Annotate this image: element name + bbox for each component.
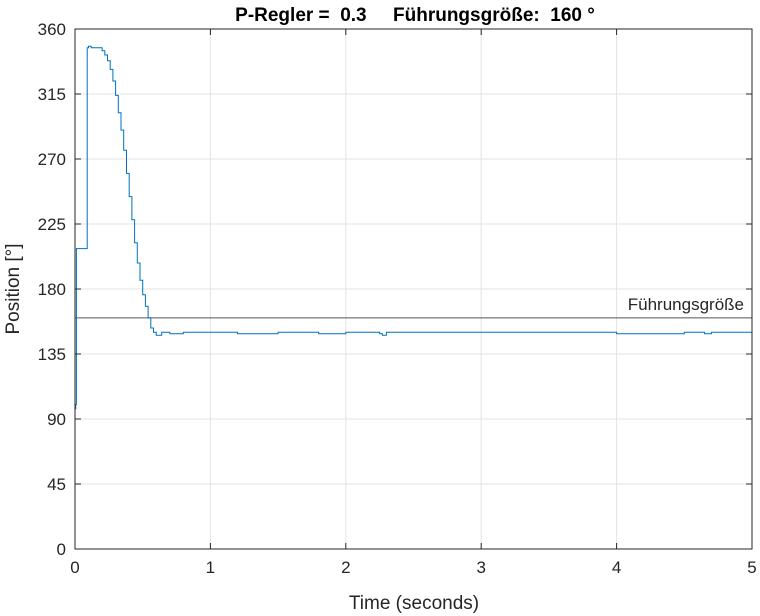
chart-title: P-Regler = 0.3 Führungsgröße: 160 °: [235, 5, 595, 26]
x-tick-label: 2: [341, 558, 350, 577]
x-tick-label: 3: [476, 558, 485, 577]
y-tick-label: 225: [38, 215, 66, 234]
reference-line-label: Führungsgröße: [628, 295, 744, 314]
x-tick-label: 5: [747, 558, 756, 577]
x-tick-label: 1: [206, 558, 215, 577]
x-axis-label: Time (seconds): [349, 593, 479, 614]
y-tick-label: 180: [38, 280, 66, 299]
y-tick-label: 270: [38, 150, 66, 169]
y-tick-label: 90: [47, 410, 66, 429]
series-group: [75, 45, 752, 410]
y-tick-label: 360: [38, 20, 66, 39]
y-axis-label: Position [°]: [3, 243, 24, 334]
series-line: [75, 45, 752, 410]
y-tick-label: 135: [38, 345, 66, 364]
y-tick-label: 315: [38, 85, 66, 104]
y-tick-label: 45: [47, 475, 66, 494]
x-tick-label: 4: [612, 558, 621, 577]
y-tick-label: 0: [57, 540, 66, 559]
reference-line-group: Führungsgröße: [75, 295, 752, 319]
x-tick-label: 0: [70, 558, 79, 577]
